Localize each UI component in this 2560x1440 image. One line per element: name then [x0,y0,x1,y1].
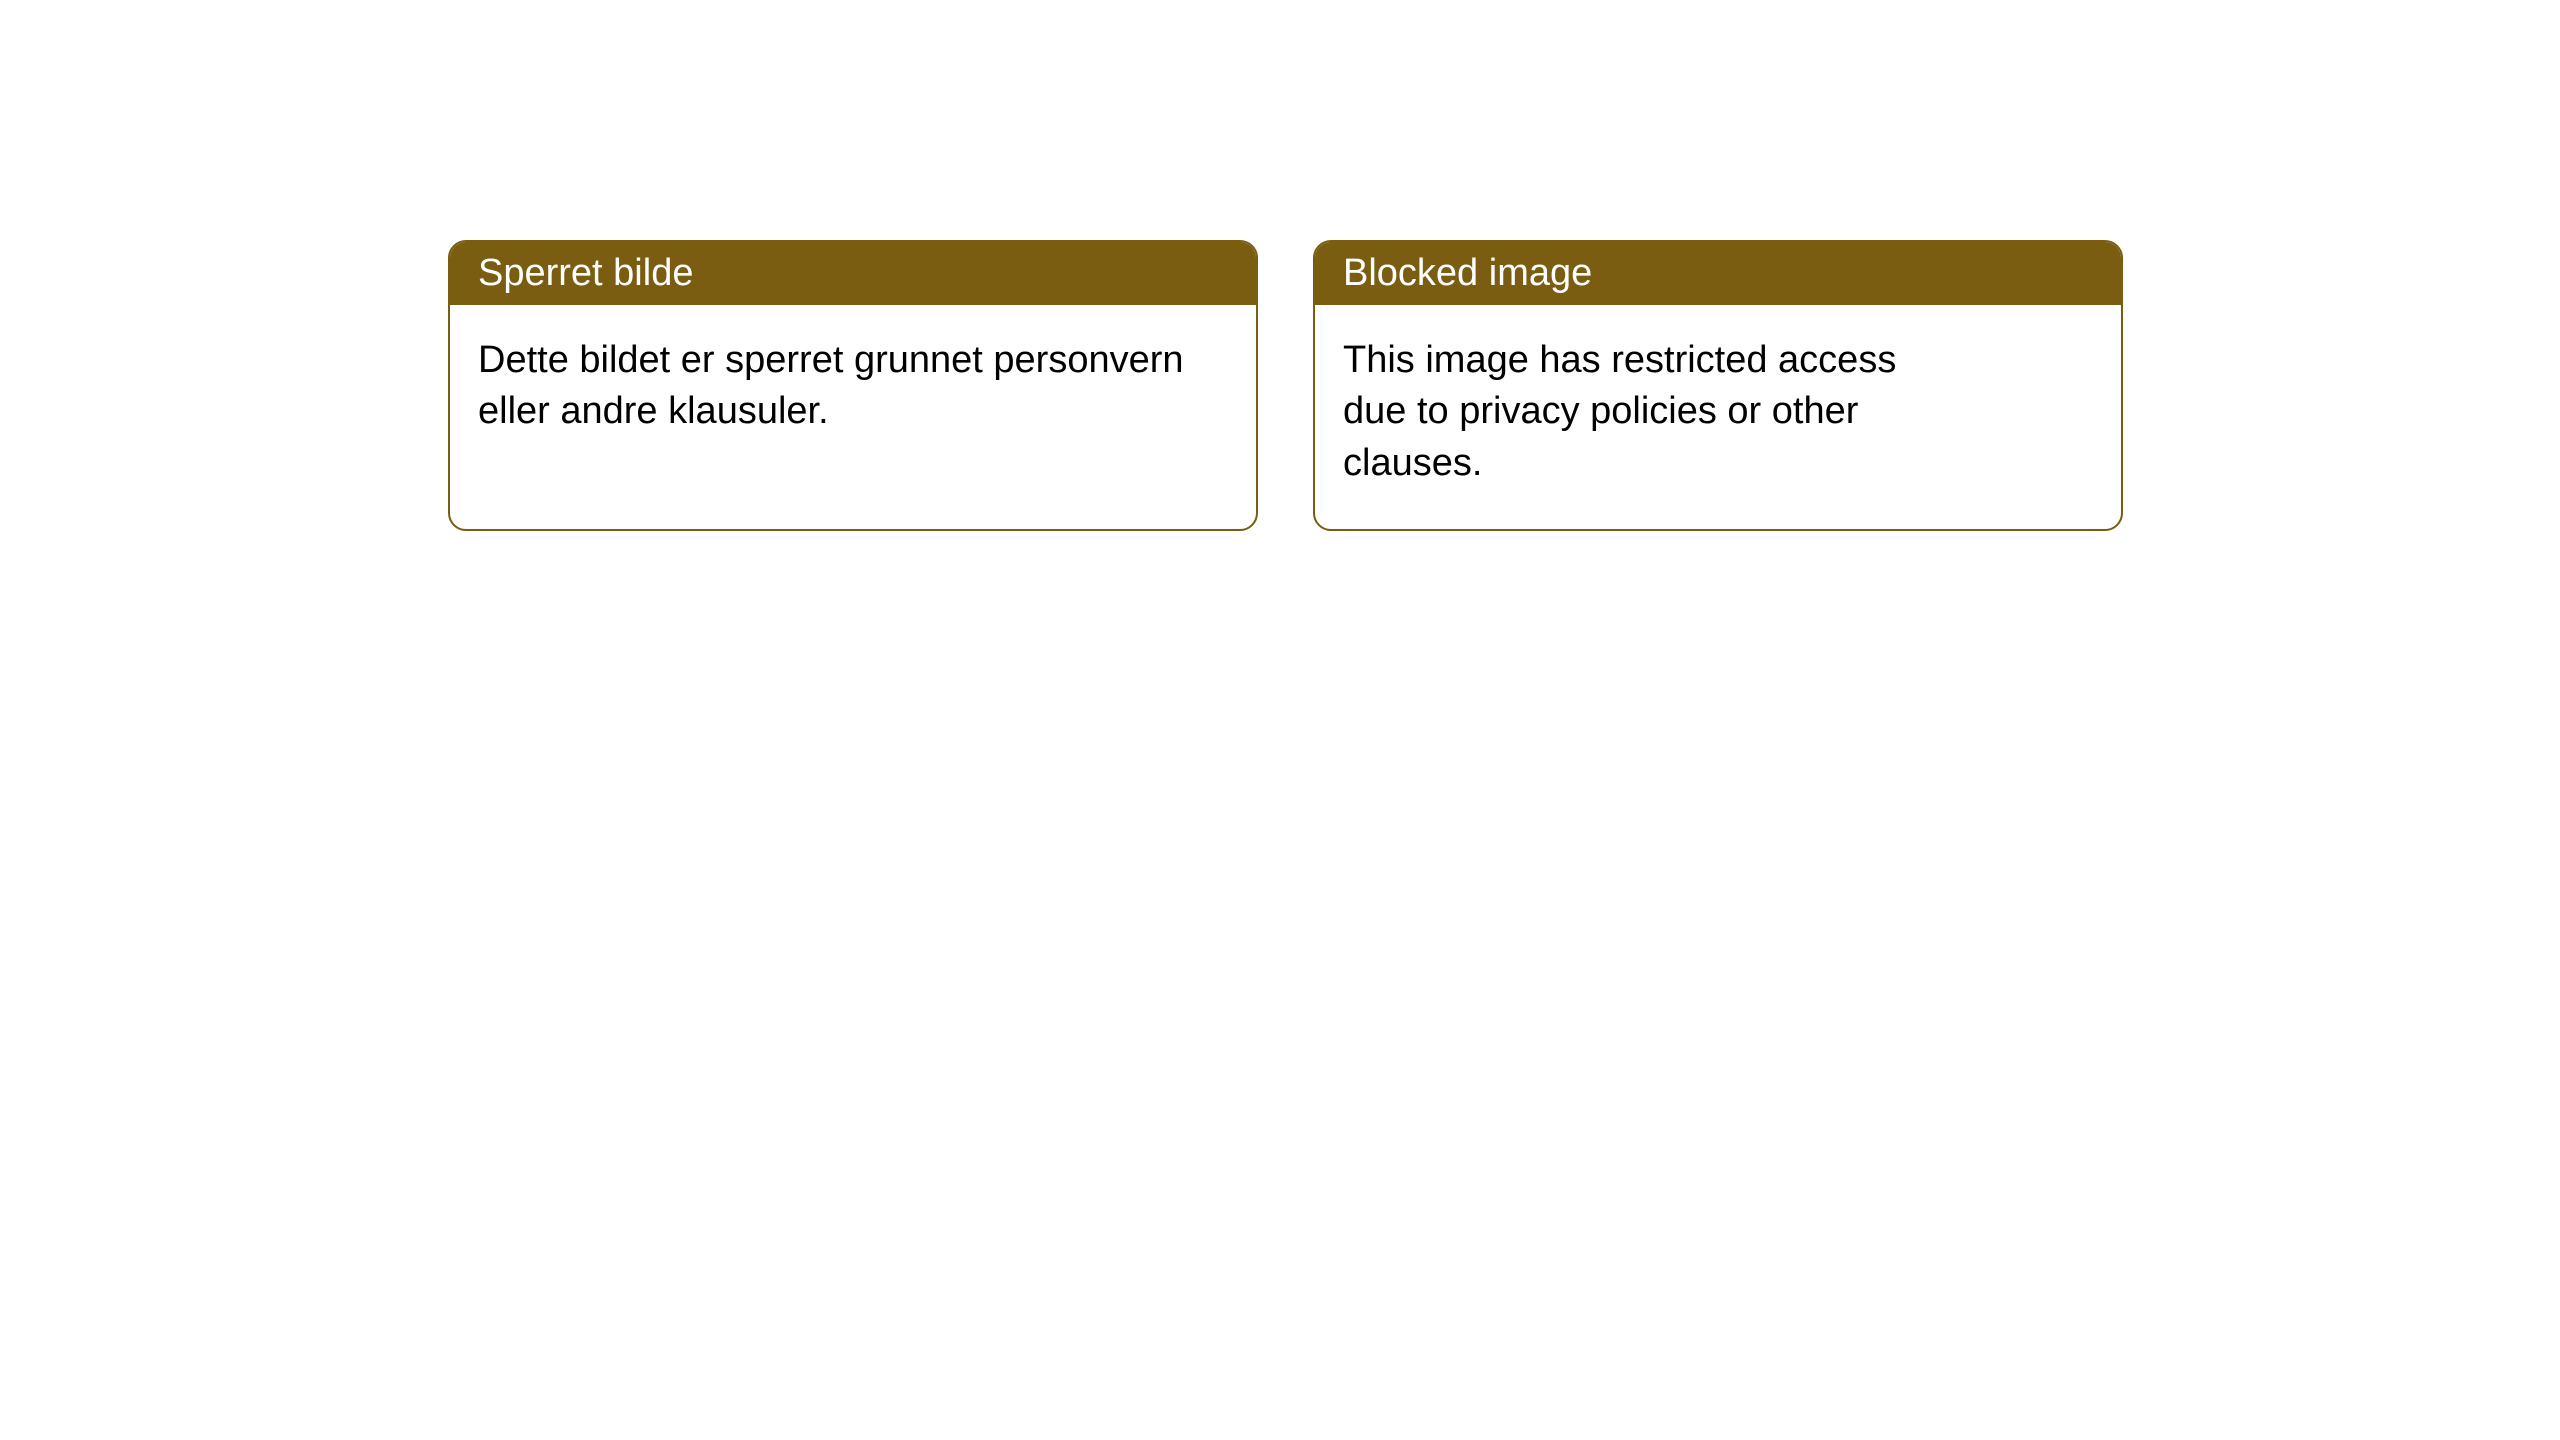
notice-body-norwegian: Dette bildet er sperret grunnet personve… [450,305,1256,518]
notice-card-norwegian: Sperret bilde Dette bildet er sperret gr… [448,240,1258,531]
notice-title-norwegian: Sperret bilde [478,252,693,294]
notice-title-english: Blocked image [1343,252,1592,294]
notice-body-english: This image has restricted access due to … [1315,305,1995,529]
notice-container: Sperret bilde Dette bildet er sperret gr… [448,240,2123,531]
notice-header-norwegian: Sperret bilde [450,242,1256,305]
notice-header-english: Blocked image [1315,242,2121,305]
notice-text-norwegian: Dette bildet er sperret grunnet personve… [478,339,1184,432]
notice-text-english: This image has restricted access due to … [1343,339,1896,484]
notice-card-english: Blocked image This image has restricted … [1313,240,2123,531]
